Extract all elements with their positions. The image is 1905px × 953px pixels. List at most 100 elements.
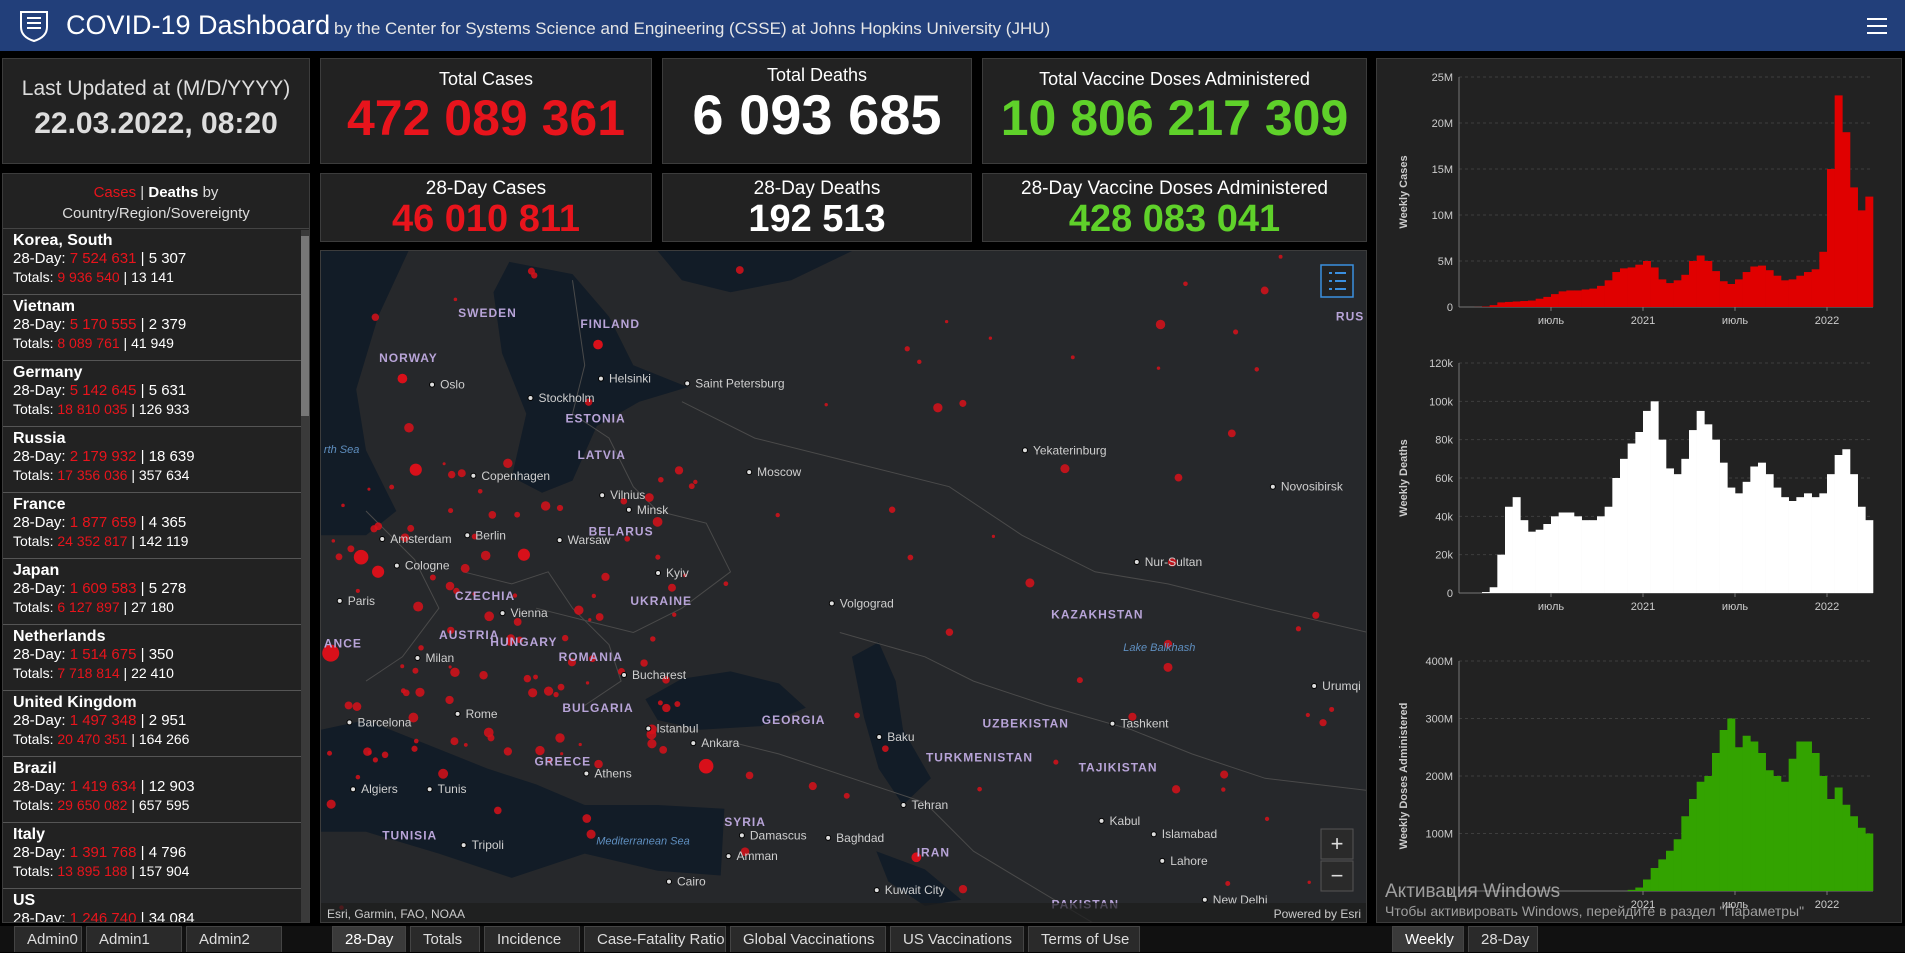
case-bubble[interactable] (562, 635, 568, 641)
case-bubble[interactable] (518, 549, 530, 561)
case-bubble[interactable] (479, 671, 487, 679)
case-bubble[interactable] (555, 733, 564, 742)
case-bubble[interactable] (593, 340, 603, 350)
case-bubble[interactable] (1157, 366, 1160, 369)
tab[interactable]: Case-Fatality Ratio (584, 926, 726, 952)
case-bubble[interactable] (345, 702, 353, 710)
case-bubble[interactable] (1306, 713, 1310, 717)
case-bubble[interactable] (592, 594, 596, 598)
case-bubble[interactable] (1312, 612, 1319, 619)
case-bubble[interactable] (1221, 787, 1225, 791)
case-bubble[interactable] (336, 553, 343, 560)
case-bubble[interactable] (854, 713, 860, 719)
case-bubble[interactable] (1228, 429, 1236, 437)
case-bubble[interactable] (389, 485, 394, 490)
case-bubble[interactable] (1261, 287, 1269, 295)
tab[interactable]: 28-Day (1468, 926, 1538, 952)
tab[interactable]: 28-Day (332, 926, 406, 952)
tab[interactable]: Admin1 (86, 926, 182, 952)
case-bubble[interactable] (601, 573, 609, 581)
case-bubble[interactable] (400, 664, 404, 668)
case-bubble[interactable] (977, 787, 982, 792)
tab[interactable]: Weekly (1392, 926, 1464, 952)
case-bubble[interactable] (668, 584, 676, 592)
case-bubble[interactable] (1255, 367, 1259, 371)
case-bubble[interactable] (411, 746, 417, 752)
scrollbar[interactable] (301, 230, 309, 923)
case-bubble[interactable] (1077, 677, 1083, 683)
case-bubble[interactable] (450, 668, 459, 677)
case-bubble[interactable] (1319, 719, 1326, 726)
case-bubble[interactable] (478, 489, 483, 494)
case-bubble[interactable] (398, 374, 408, 384)
case-bubble[interactable] (959, 400, 966, 407)
case-bubble[interactable] (341, 504, 345, 508)
case-bubble[interactable] (464, 743, 468, 747)
case-bubble[interactable] (449, 665, 452, 668)
zoom-symbol[interactable]: + (1331, 831, 1344, 856)
case-bubble[interactable] (553, 692, 558, 697)
case-bubble[interactable] (645, 493, 654, 502)
case-bubble[interactable] (430, 575, 436, 581)
powered-by[interactable]: Powered by Esri (1274, 907, 1361, 921)
case-bubble[interactable] (650, 636, 655, 641)
case-bubble[interactable] (1296, 626, 1301, 631)
case-bubble[interactable] (1183, 281, 1188, 286)
case-bubble[interactable] (882, 745, 889, 752)
zoom-symbol[interactable]: − (1331, 863, 1344, 888)
case-bubble[interactable] (908, 555, 914, 561)
case-bubble[interactable] (1164, 663, 1173, 672)
case-bubble[interactable] (533, 675, 538, 680)
case-bubble[interactable] (363, 747, 372, 756)
case-bubble[interactable] (484, 611, 494, 621)
case-bubble[interactable] (356, 589, 360, 593)
case-bubble[interactable] (1329, 707, 1334, 712)
case-bubble[interactable] (372, 314, 379, 321)
case-bubble[interactable] (959, 885, 967, 893)
scrollbar-thumb[interactable] (301, 236, 309, 416)
case-bubble[interactable] (736, 266, 744, 274)
case-bubble[interactable] (1071, 355, 1075, 359)
case-bubble[interactable] (504, 747, 512, 755)
case-bubble[interactable] (412, 668, 418, 674)
case-bubble[interactable] (586, 681, 589, 684)
case-bubble[interactable] (514, 512, 520, 518)
case-bubble[interactable] (579, 743, 582, 746)
case-bubble[interactable] (1053, 760, 1058, 765)
tab[interactable]: Totals (410, 926, 480, 952)
case-bubble[interactable] (327, 800, 336, 809)
case-bubble[interactable] (414, 739, 419, 744)
case-bubble[interactable] (689, 483, 695, 489)
case-bubble[interactable] (445, 696, 453, 704)
case-bubble[interactable] (992, 535, 995, 538)
case-bubble[interactable] (640, 659, 647, 666)
case-bubble[interactable] (658, 477, 664, 483)
case-bubble[interactable] (332, 539, 336, 543)
case-bubble[interactable] (356, 775, 361, 780)
tab[interactable]: Terms of Use (1028, 926, 1140, 952)
case-bubble[interactable] (488, 734, 495, 741)
case-bubble[interactable] (558, 684, 565, 691)
case-bubble[interactable] (1025, 578, 1034, 587)
tab[interactable]: US Vaccinations (890, 926, 1024, 952)
case-bubble[interactable] (367, 488, 370, 491)
case-bubble[interactable] (353, 702, 362, 711)
case-bubble[interactable] (1225, 881, 1230, 886)
case-bubble[interactable] (746, 772, 754, 780)
case-bubble[interactable] (418, 645, 423, 650)
case-bubble[interactable] (693, 480, 697, 484)
case-bubble[interactable] (448, 508, 453, 513)
case-bubble[interactable] (370, 525, 377, 532)
tab[interactable]: Global Vaccinations (730, 926, 886, 952)
case-bubble[interactable] (587, 830, 596, 839)
case-bubble[interactable] (776, 513, 780, 517)
case-bubble[interactable] (653, 517, 663, 527)
case-bubble[interactable] (662, 704, 670, 712)
case-bubble[interactable] (1156, 320, 1165, 329)
